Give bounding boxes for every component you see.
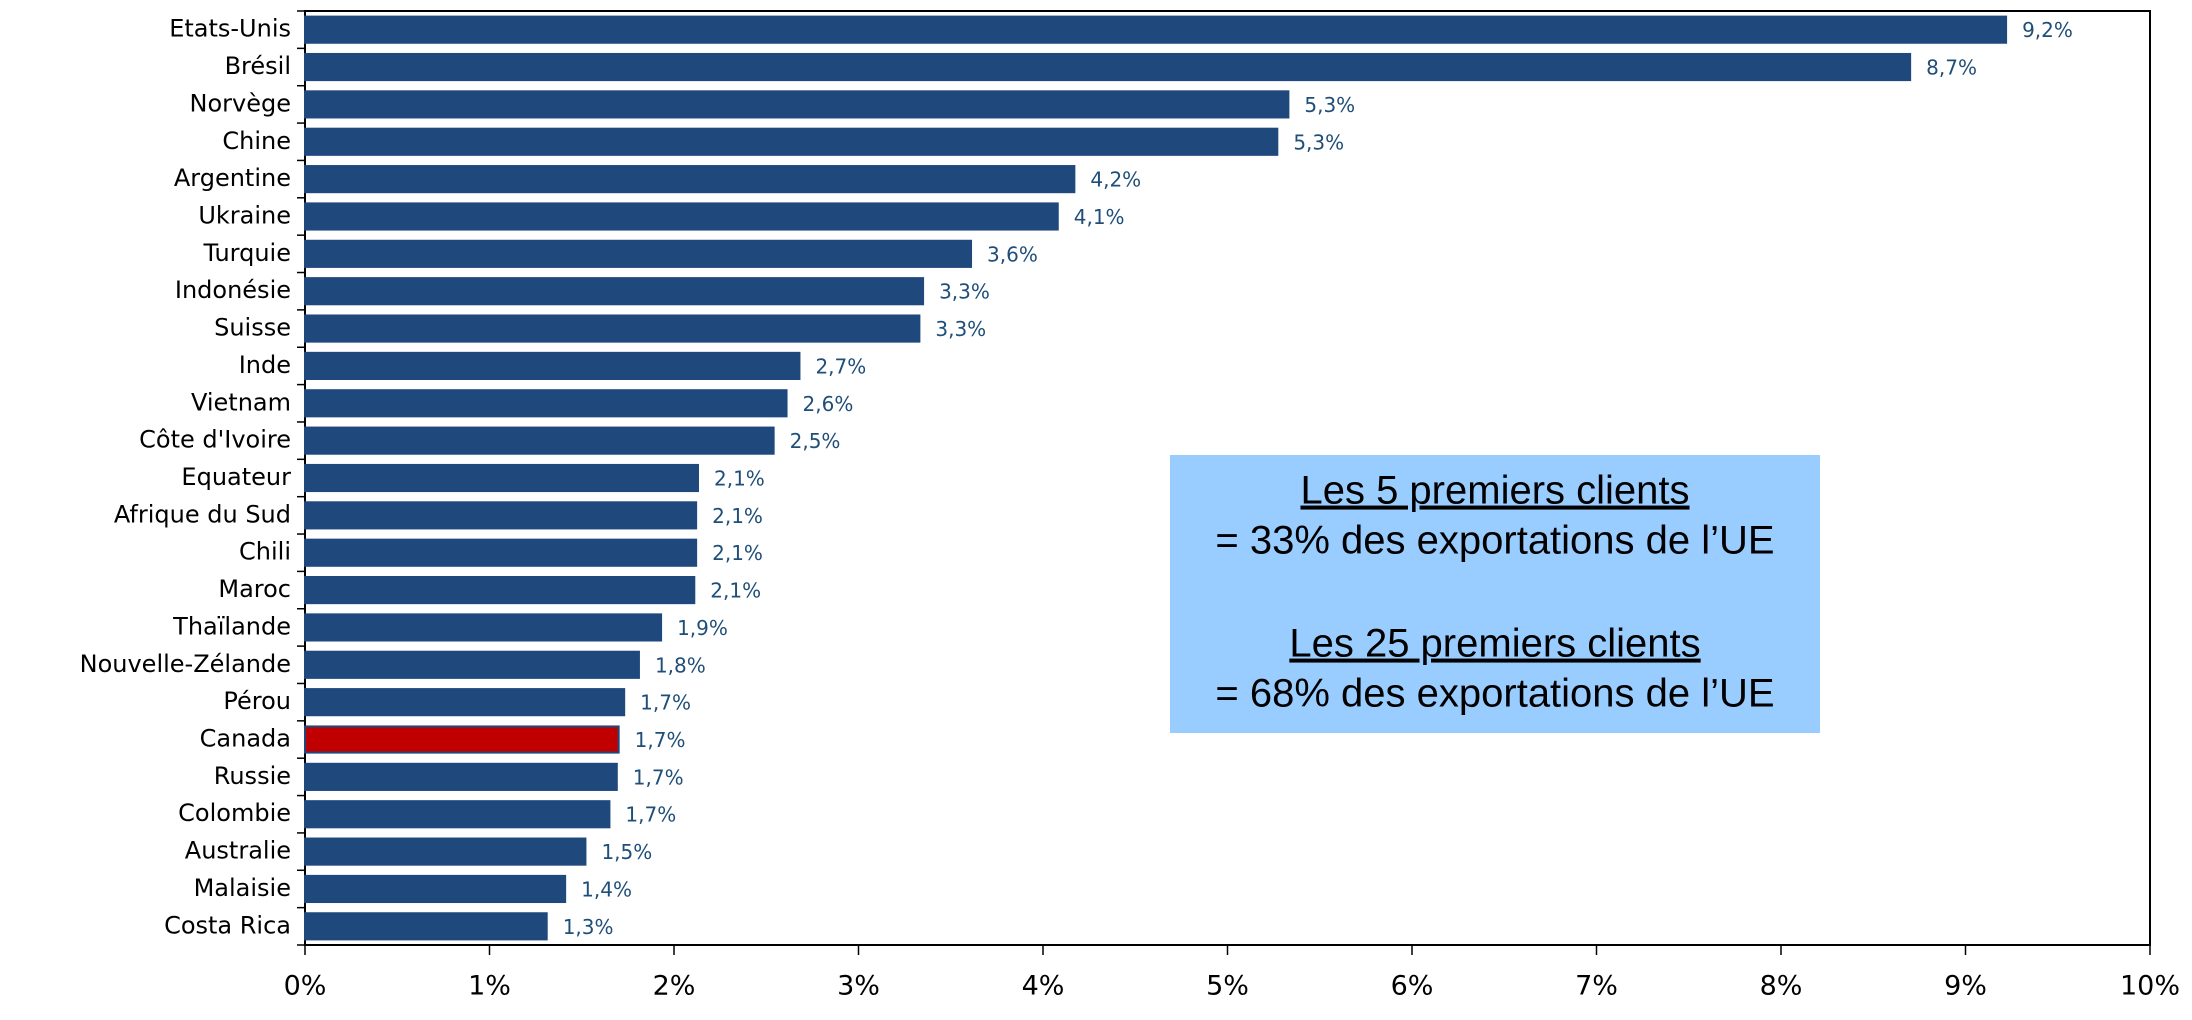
y-tick-label: Etats-Unis	[169, 15, 291, 43]
value-label: 4,2%	[1090, 168, 1141, 192]
value-label: 3,3%	[939, 280, 990, 304]
bar	[304, 202, 1059, 231]
value-label: 1,7%	[640, 691, 691, 715]
bar	[304, 351, 801, 380]
y-tick-label: Suisse	[214, 314, 291, 342]
value-label: 1,7%	[625, 803, 676, 827]
y-tick-label: Turquie	[202, 239, 291, 267]
bar	[304, 426, 775, 455]
annotation-box	[1170, 455, 1820, 733]
bar	[304, 165, 1076, 194]
y-tick-label: Vietnam	[191, 388, 291, 416]
value-label: 2,7%	[815, 354, 866, 378]
annotation-line: = 33% des exportations de l’UE	[1215, 519, 1774, 563]
annotation-line: Les 25 premiers clients	[1289, 622, 1700, 666]
bar	[304, 762, 618, 791]
bar	[304, 837, 587, 866]
y-tick-label: Inde	[239, 351, 291, 379]
value-label: 3,6%	[987, 242, 1038, 266]
y-tick-label: Nouvelle-Zélande	[80, 650, 291, 678]
y-tick-label: Côte d'Ivoire	[139, 426, 291, 454]
bar	[304, 52, 1912, 82]
y-tick-label: Australie	[185, 837, 291, 865]
value-label: 4,1%	[1074, 205, 1125, 229]
y-tick-label: Canada	[200, 725, 291, 753]
annotation-line: Les 5 premiers clients	[1300, 469, 1689, 513]
value-label: 2,1%	[710, 579, 761, 603]
x-tick-label: 8%	[1760, 971, 1803, 1002]
x-tick-label: 6%	[1391, 971, 1434, 1002]
y-tick-label: Brésil	[225, 52, 291, 80]
x-tick-label: 5%	[1206, 971, 1249, 1002]
value-label: 9,2%	[2022, 18, 2073, 42]
annotation-line: = 68% des exportations de l’UE	[1215, 672, 1774, 716]
bar	[304, 501, 698, 530]
y-tick-label: Chine	[222, 127, 291, 155]
y-tick-label: Costa Rica	[164, 911, 291, 939]
value-label: 1,7%	[633, 765, 684, 789]
y-tick-label: Ukraine	[198, 201, 291, 229]
bar	[304, 613, 663, 642]
bar	[304, 874, 567, 904]
value-label: 1,5%	[601, 840, 652, 864]
bar	[304, 277, 925, 306]
y-tick-label: Maroc	[218, 575, 291, 603]
x-tick-label: 2%	[653, 971, 696, 1002]
bar	[304, 800, 611, 829]
value-label: 5,3%	[1304, 93, 1355, 117]
value-label: 2,5%	[790, 429, 841, 453]
y-tick-label: Thaïlande	[172, 612, 291, 640]
y-tick-label: Chili	[239, 538, 291, 566]
y-tick-label: Norvège	[190, 89, 291, 117]
value-label: 1,9%	[677, 616, 728, 640]
bar	[304, 725, 620, 754]
bar	[304, 15, 2008, 44]
value-label: 2,1%	[712, 541, 763, 565]
value-label: 2,1%	[714, 467, 765, 491]
bar	[304, 127, 1279, 156]
x-tick-label: 0%	[284, 971, 327, 1002]
x-tick-label: 10%	[2120, 971, 2180, 1002]
y-tick-label: Russie	[214, 762, 291, 790]
bar	[304, 538, 698, 567]
bar	[304, 239, 973, 268]
y-tick-label: Pérou	[223, 687, 291, 715]
bar	[304, 912, 548, 941]
y-tick-label: Equateur	[181, 463, 291, 491]
bar	[304, 463, 699, 493]
bar	[304, 314, 921, 343]
value-label: 2,1%	[712, 504, 763, 528]
y-tick-label: Indonésie	[175, 276, 291, 304]
x-tick-label: 7%	[1575, 971, 1618, 1002]
value-label: 5,3%	[1293, 130, 1344, 154]
bar	[304, 576, 696, 605]
bar	[304, 90, 1290, 119]
bar	[304, 389, 788, 418]
bar	[304, 650, 640, 679]
value-label: 8,7%	[1926, 56, 1977, 80]
value-label: 1,3%	[563, 915, 614, 939]
bar	[304, 688, 626, 717]
value-label: 2,6%	[803, 392, 854, 416]
x-tick-label: 4%	[1022, 971, 1065, 1002]
x-tick-label: 3%	[837, 971, 880, 1002]
value-label: 1,8%	[655, 653, 706, 677]
value-label: 1,4%	[581, 877, 632, 901]
value-label: 1,7%	[635, 728, 686, 752]
y-tick-label: Colombie	[178, 799, 291, 827]
value-label: 3,3%	[935, 317, 986, 341]
x-tick-label: 9%	[1944, 971, 1987, 1002]
y-tick-label: Afrique du Sud	[114, 500, 291, 528]
x-tick-label: 1%	[468, 971, 511, 1002]
y-tick-label: Argentine	[174, 164, 291, 192]
y-tick-label: Malaisie	[194, 874, 291, 902]
